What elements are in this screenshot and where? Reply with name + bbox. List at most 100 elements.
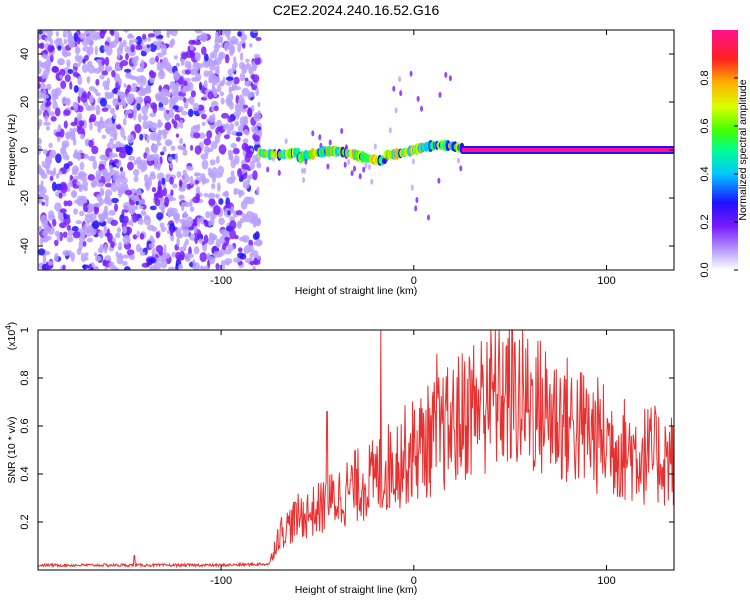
snr-series-line bbox=[38, 330, 674, 569]
spectrogram-cell bbox=[219, 80, 225, 86]
spectrogram-cell bbox=[158, 203, 166, 210]
spectrogram-cell bbox=[183, 201, 191, 208]
spectrogram-cell bbox=[126, 84, 132, 93]
spectrogram-cell bbox=[224, 30, 231, 38]
spectrogram-cell bbox=[73, 208, 78, 215]
spectrogram-cell bbox=[57, 45, 62, 51]
spectrogram-cell bbox=[207, 91, 214, 100]
spectrogram-cell bbox=[266, 166, 270, 173]
spectrogram-cell bbox=[190, 90, 196, 98]
spectrogram-cells bbox=[38, 30, 674, 270]
spectrogram-cell bbox=[222, 191, 230, 197]
spectrogram-cell bbox=[190, 144, 194, 151]
spectrogram-cell bbox=[220, 260, 227, 266]
spectrogram-cell bbox=[41, 201, 46, 206]
spectrogram-cell bbox=[251, 250, 259, 258]
spectrogram-cell bbox=[227, 68, 234, 77]
spectrogram-cell bbox=[63, 120, 68, 129]
spectrogram-cell bbox=[54, 202, 62, 212]
spectrogram-cell bbox=[120, 166, 123, 172]
spectrogram-cell bbox=[125, 145, 133, 156]
x-tick-label: 0 bbox=[411, 575, 417, 587]
spectrogram-cell bbox=[149, 265, 157, 270]
spectrogram-cell bbox=[181, 111, 188, 116]
spectrogram-cell bbox=[146, 154, 153, 162]
spectrogram-cell bbox=[67, 187, 71, 193]
spectrogram-cell bbox=[125, 93, 133, 102]
spectrogram-cell bbox=[54, 38, 62, 46]
spectrogram-cell bbox=[175, 133, 180, 138]
spectrogram-cell bbox=[82, 202, 89, 213]
spectrogram-cell bbox=[197, 123, 201, 132]
spectrogram-cell bbox=[438, 91, 442, 98]
spectrogram-cell bbox=[38, 67, 42, 75]
spectrogram-cell bbox=[169, 228, 174, 237]
spectrogram-cell bbox=[38, 119, 43, 126]
spectrogram-cell bbox=[87, 203, 95, 210]
spectrogram-cell bbox=[84, 252, 89, 257]
spectrogram-cell bbox=[97, 120, 105, 130]
spectrogram-cell bbox=[59, 213, 64, 223]
spectrogram-cell bbox=[126, 161, 134, 171]
spectrogram-cell bbox=[76, 248, 82, 255]
spectrogram-cell bbox=[83, 186, 88, 192]
spectrogram-cell bbox=[111, 70, 116, 78]
spectrogram-cell bbox=[227, 35, 231, 41]
spectrogram-cell bbox=[140, 198, 146, 205]
spectrogram-cell bbox=[156, 188, 164, 199]
spectrogram-cell bbox=[178, 194, 185, 200]
spectrogram-cell bbox=[245, 149, 253, 159]
spectrogram-cell bbox=[38, 76, 42, 83]
spectrogram-cell bbox=[215, 263, 220, 270]
spectrogram-cell bbox=[427, 214, 430, 221]
spectrogram-cell bbox=[209, 65, 218, 71]
spectrogram-cell bbox=[235, 38, 239, 46]
spectrogram-cell bbox=[235, 210, 243, 216]
spectrogram-cell bbox=[113, 87, 118, 94]
spectrogram-cell bbox=[153, 30, 161, 37]
spectrogram-cell bbox=[92, 159, 98, 170]
spectrogram-cell bbox=[191, 77, 198, 82]
spectrogram-cell bbox=[130, 87, 138, 92]
spectrogram-cell bbox=[237, 43, 242, 53]
spectrogram-cell bbox=[255, 36, 262, 41]
spectrogram-cell bbox=[45, 100, 52, 106]
spectrogram-cell bbox=[49, 151, 54, 159]
spectrogram-cell bbox=[55, 131, 62, 137]
snr-x-ticks: -100 0 100 bbox=[210, 330, 616, 587]
spectrogram-cell bbox=[46, 83, 52, 91]
spectrogram-cell bbox=[99, 244, 104, 253]
spectrogram-cell bbox=[77, 75, 83, 86]
spectrogram-cell bbox=[147, 33, 156, 38]
spectrogram-cell bbox=[136, 75, 143, 85]
spectrogram-cell bbox=[244, 77, 249, 82]
x-tick-label: -100 bbox=[210, 575, 232, 587]
spectrogram-cell bbox=[178, 106, 184, 112]
spectrogram-cell bbox=[190, 68, 195, 74]
spectrogram-cell bbox=[241, 98, 246, 106]
spectrogram-cell bbox=[67, 182, 73, 188]
spectrogram-cell bbox=[210, 236, 218, 241]
spectrogram-cell bbox=[217, 83, 222, 93]
spectrogram-cell bbox=[105, 189, 113, 197]
spectrogram-cell bbox=[80, 94, 88, 103]
spectrogram-cell bbox=[193, 132, 201, 139]
spectrogram-cell bbox=[370, 178, 374, 185]
spectrogram-cell bbox=[194, 236, 198, 244]
spectrogram-cell bbox=[304, 158, 308, 165]
spectrogram-cell bbox=[46, 64, 51, 73]
spectrogram-cell bbox=[284, 138, 288, 145]
spectrogram-cell bbox=[123, 104, 127, 109]
spectrogram-cell bbox=[193, 224, 198, 234]
spectrogram-cell bbox=[132, 212, 138, 223]
snr-scale-base: (x10 bbox=[6, 330, 18, 351]
spectrogram-cell bbox=[66, 224, 71, 231]
spectrogram-cell bbox=[149, 43, 157, 52]
spectrogram-cell bbox=[235, 136, 241, 142]
spectrogram-cell bbox=[110, 219, 118, 226]
spectrogram-cell bbox=[159, 222, 165, 228]
spectrogram-cell bbox=[119, 214, 125, 223]
spectrogram-cell bbox=[203, 70, 209, 78]
spectrogram-cell bbox=[233, 56, 237, 64]
spectrogram-cell bbox=[86, 75, 91, 84]
